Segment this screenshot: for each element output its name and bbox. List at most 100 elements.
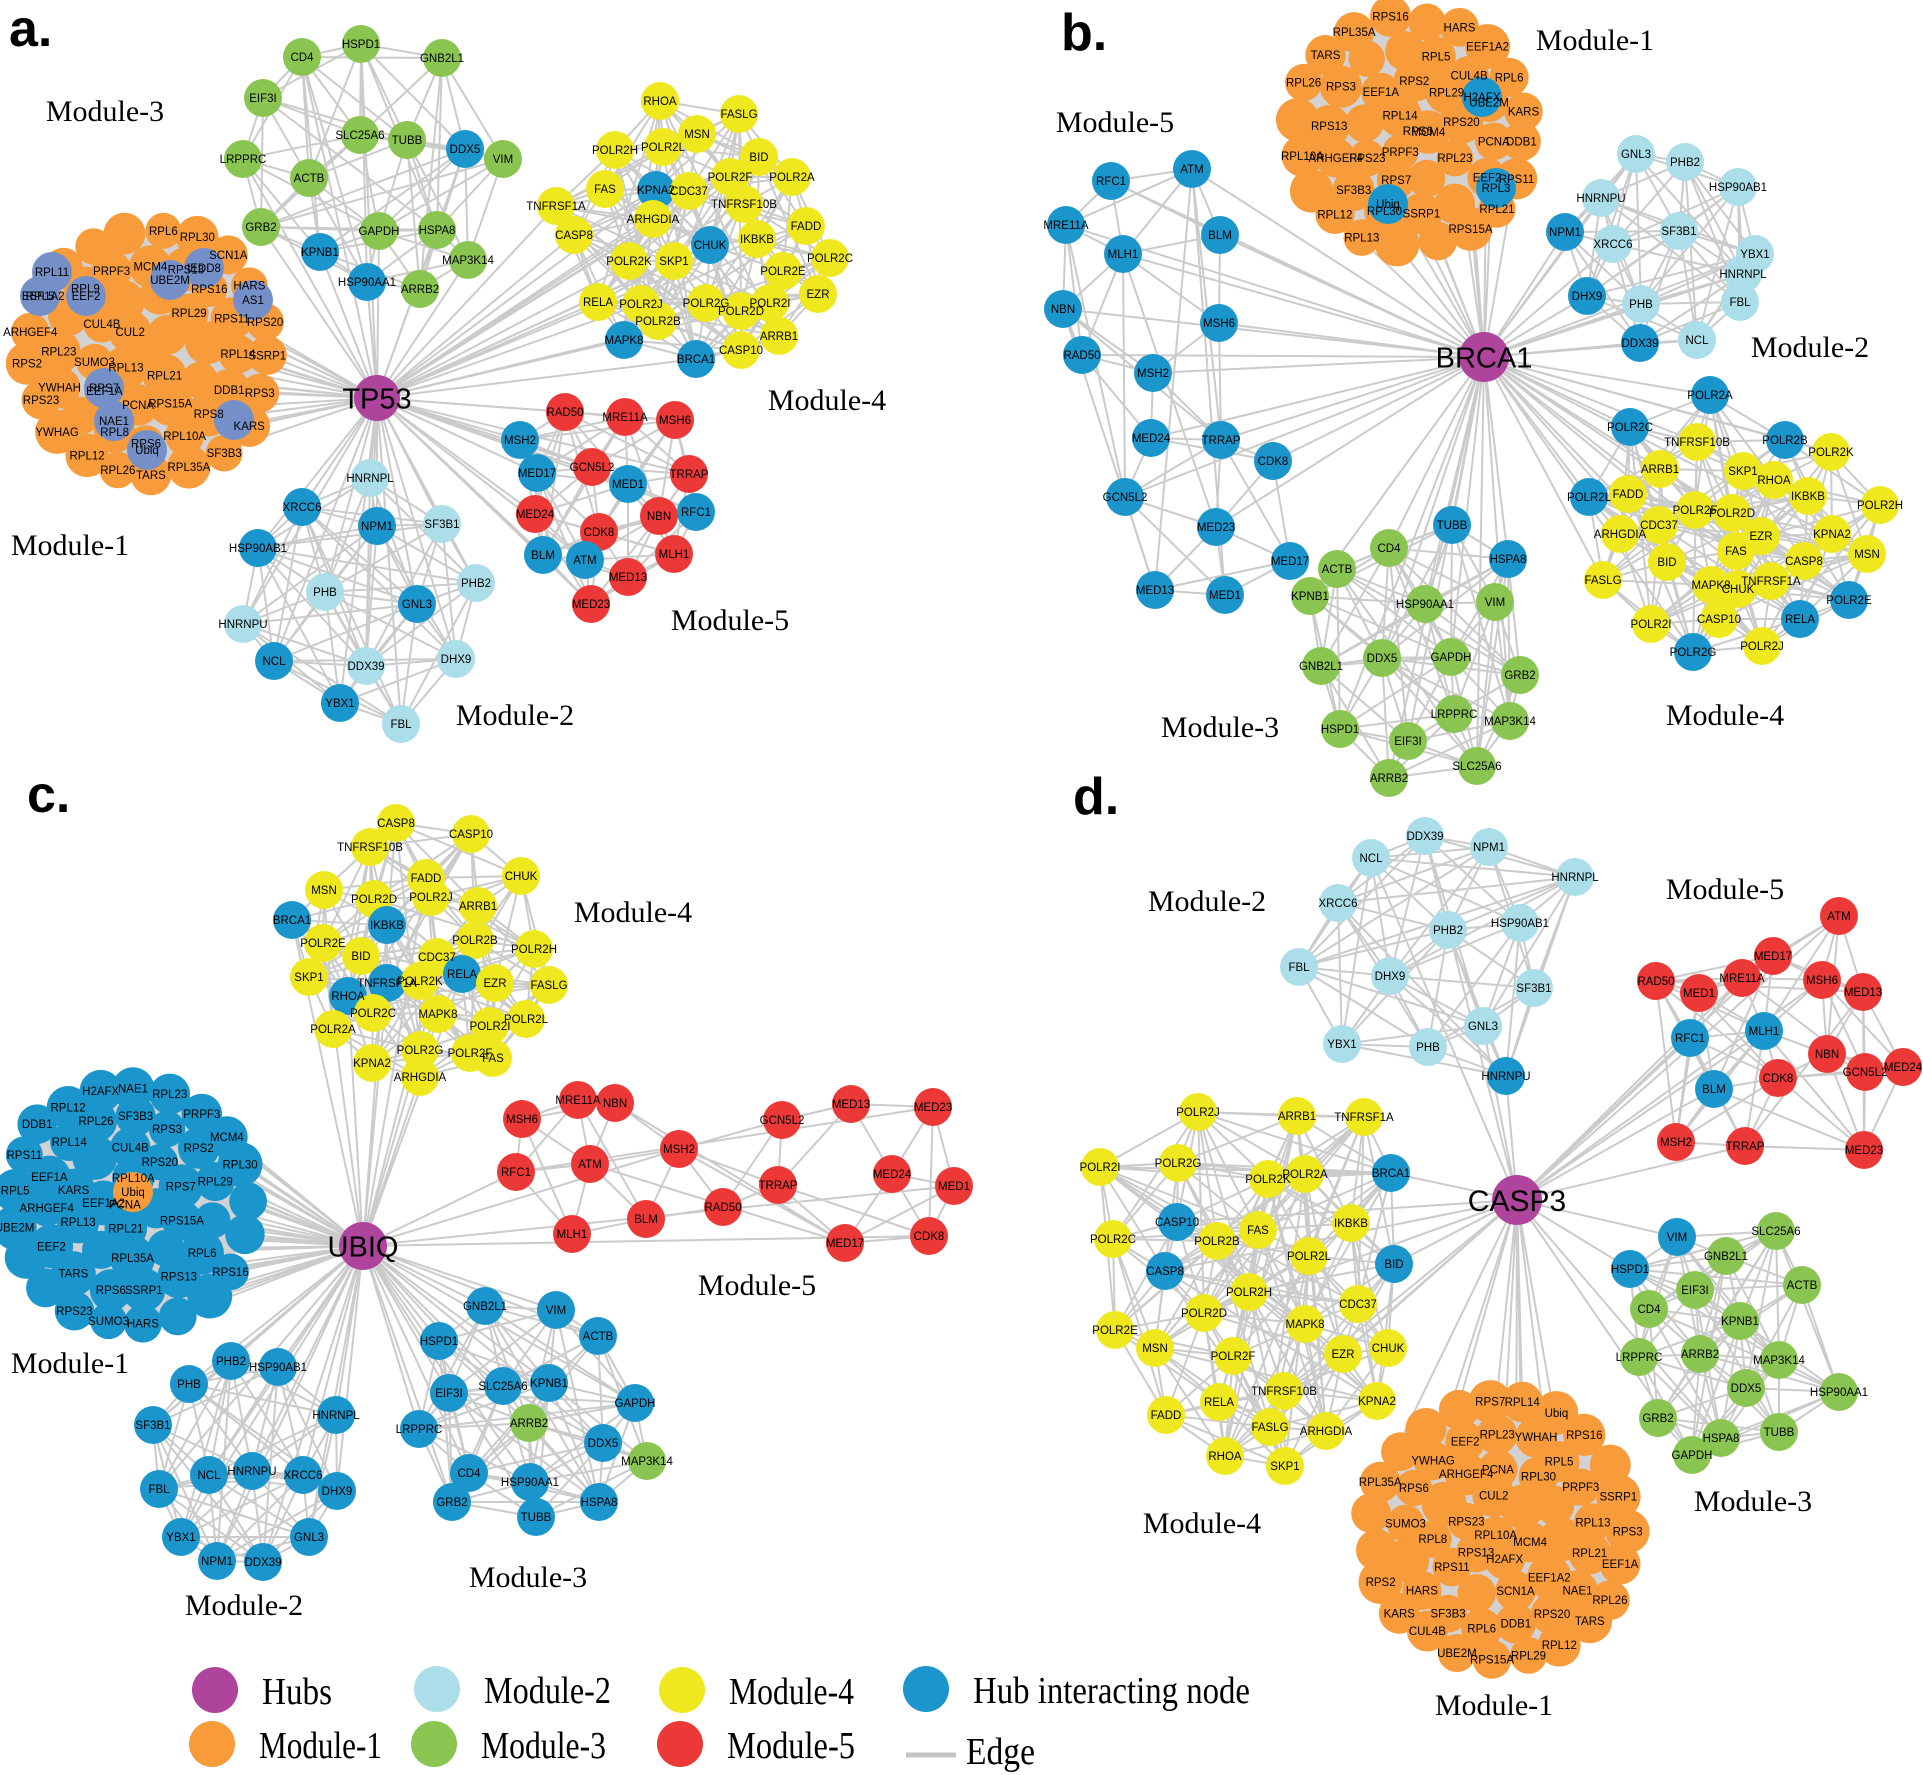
svg-text:DDX5: DDX5 <box>450 144 481 156</box>
svg-text:CASP8: CASP8 <box>1785 556 1823 568</box>
svg-text:FBL: FBL <box>1288 962 1310 974</box>
svg-text:RELA: RELA <box>447 969 477 981</box>
svg-text:HNRNPU: HNRNPU <box>1576 193 1625 205</box>
svg-text:ATM: ATM <box>578 1159 601 1171</box>
svg-text:RPL35A: RPL35A <box>111 1253 154 1265</box>
svg-text:RPL30: RPL30 <box>180 232 215 244</box>
svg-text:KPNA2: KPNA2 <box>1358 1396 1396 1408</box>
svg-text:CASP8: CASP8 <box>1146 1266 1184 1278</box>
svg-text:GNL3: GNL3 <box>294 1532 324 1544</box>
svg-text:CD4: CD4 <box>457 1468 481 1480</box>
svg-text:HSPA8: HSPA8 <box>419 225 456 237</box>
svg-text:POLR2C: POLR2C <box>1090 1234 1136 1246</box>
svg-text:CHUK: CHUK <box>505 871 538 883</box>
svg-text:FADD: FADD <box>791 221 822 233</box>
svg-text:ARRB1: ARRB1 <box>760 331 798 343</box>
svg-text:TARS: TARS <box>1311 50 1341 62</box>
svg-text:RPL26: RPL26 <box>1592 1595 1627 1607</box>
svg-text:SF3B3: SF3B3 <box>1431 1609 1466 1621</box>
svg-text:SF3B1: SF3B1 <box>135 1420 170 1432</box>
svg-text:POLR2I: POLR2I <box>1080 1162 1121 1174</box>
svg-text:EEF1A2: EEF1A2 <box>82 1198 125 1210</box>
svg-text:ACTB: ACTB <box>294 173 325 185</box>
svg-text:MED17: MED17 <box>826 1238 864 1250</box>
svg-text:MCM4: MCM4 <box>210 1132 244 1144</box>
svg-text:TUBB: TUBB <box>1764 1427 1795 1439</box>
svg-text:MED13: MED13 <box>832 1099 870 1111</box>
svg-text:HSP90AA1: HSP90AA1 <box>1810 1387 1868 1399</box>
svg-text:ARRB1: ARRB1 <box>459 901 497 913</box>
svg-text:RPL14: RPL14 <box>1505 1397 1541 1409</box>
svg-text:TUBB: TUBB <box>521 1512 552 1524</box>
svg-text:RPL5: RPL5 <box>1545 1457 1574 1469</box>
svg-text:RPS13: RPS13 <box>1458 1548 1494 1560</box>
svg-text:Module-2: Module-2 <box>185 1589 303 1622</box>
svg-text:RPS3: RPS3 <box>245 388 275 400</box>
svg-text:RPL5: RPL5 <box>26 291 55 303</box>
svg-text:MED1: MED1 <box>938 1181 970 1193</box>
svg-text:POLR2D: POLR2D <box>718 306 764 318</box>
svg-text:BRCA1: BRCA1 <box>677 354 715 366</box>
svg-text:RAD50: RAD50 <box>1063 350 1100 362</box>
svg-text:SLC25A6: SLC25A6 <box>478 1381 527 1393</box>
svg-text:BRCA1: BRCA1 <box>1372 1168 1410 1180</box>
svg-text:ACTB: ACTB <box>1787 1280 1818 1292</box>
svg-text:TRRAP: TRRAP <box>1726 1141 1765 1153</box>
svg-text:RPL6: RPL6 <box>188 1248 217 1260</box>
svg-text:RPS20: RPS20 <box>1534 1609 1570 1621</box>
svg-text:NAE1: NAE1 <box>118 1084 148 1096</box>
svg-text:POLR2K: POLR2K <box>1245 1174 1291 1186</box>
svg-text:BLM: BLM <box>634 1214 658 1226</box>
svg-text:RAD50: RAD50 <box>704 1202 741 1214</box>
svg-text:RPL26: RPL26 <box>100 465 135 477</box>
svg-text:TNFRSF1A: TNFRSF1A <box>357 978 417 990</box>
svg-text:PRPF3: PRPF3 <box>183 1109 220 1121</box>
svg-text:DHX9: DHX9 <box>322 1486 353 1498</box>
svg-text:Module-4: Module-4 <box>729 1671 854 1713</box>
svg-text:POLR2G: POLR2G <box>397 1045 444 1057</box>
svg-text:TNFRSF1A: TNFRSF1A <box>1334 1112 1394 1124</box>
svg-text:RPL26: RPL26 <box>78 1116 113 1128</box>
svg-text:SKP1: SKP1 <box>1270 1461 1299 1473</box>
svg-text:PCNA: PCNA <box>1478 136 1510 148</box>
svg-text:RPL12: RPL12 <box>1317 209 1352 221</box>
svg-text:RPL13: RPL13 <box>108 362 143 374</box>
svg-text:GRB2: GRB2 <box>1642 1413 1673 1425</box>
svg-text:POLR2J: POLR2J <box>1740 641 1783 653</box>
svg-text:NAE1: NAE1 <box>1562 1585 1592 1597</box>
svg-text:RPL14: RPL14 <box>1383 110 1419 122</box>
svg-text:RPL12: RPL12 <box>1542 1640 1577 1652</box>
svg-text:GNB2L1: GNB2L1 <box>463 1301 507 1313</box>
svg-text:YBX1: YBX1 <box>166 1532 195 1544</box>
svg-text:RPS15A: RPS15A <box>1448 224 1492 236</box>
svg-text:NCL: NCL <box>197 1470 221 1482</box>
svg-text:TNFRSF1A: TNFRSF1A <box>1741 576 1801 588</box>
svg-text:DDX39: DDX39 <box>1406 831 1443 843</box>
svg-text:VIM: VIM <box>493 154 513 166</box>
svg-text:POLR2G: POLR2G <box>1155 1158 1202 1170</box>
svg-text:MED13: MED13 <box>1136 585 1174 597</box>
svg-text:MLH1: MLH1 <box>1749 1026 1780 1038</box>
svg-text:UBIQ: UBIQ <box>328 1231 399 1263</box>
svg-text:RPL23: RPL23 <box>152 1089 187 1101</box>
svg-text:POLR2L: POLR2L <box>504 1014 549 1026</box>
svg-text:RPL13: RPL13 <box>1575 1518 1610 1530</box>
svg-text:RPL10A: RPL10A <box>1474 1530 1517 1542</box>
svg-text:ARHGDIA: ARHGDIA <box>627 214 680 226</box>
svg-text:TRRAP: TRRAP <box>670 469 709 481</box>
svg-text:HSPA8: HSPA8 <box>1703 1433 1740 1445</box>
svg-text:NPM1: NPM1 <box>1473 842 1505 854</box>
svg-text:GAPDH: GAPDH <box>1431 652 1472 664</box>
svg-text:RAD50: RAD50 <box>1637 976 1674 988</box>
svg-text:RPL8: RPL8 <box>1418 1534 1447 1546</box>
svg-text:Module-1: Module-1 <box>11 529 129 562</box>
svg-text:MAP3K14: MAP3K14 <box>1484 716 1536 728</box>
svg-text:CASP10: CASP10 <box>1697 614 1741 626</box>
svg-text:SLC25A6: SLC25A6 <box>335 130 384 142</box>
svg-text:CUL2: CUL2 <box>1479 1491 1508 1503</box>
svg-text:SKP1: SKP1 <box>1728 466 1757 478</box>
svg-text:ARRB1: ARRB1 <box>1641 464 1679 476</box>
svg-text:RPS13: RPS13 <box>161 1272 197 1284</box>
svg-text:SF3B1: SF3B1 <box>1516 983 1551 995</box>
svg-text:RHOA: RHOA <box>643 96 677 108</box>
